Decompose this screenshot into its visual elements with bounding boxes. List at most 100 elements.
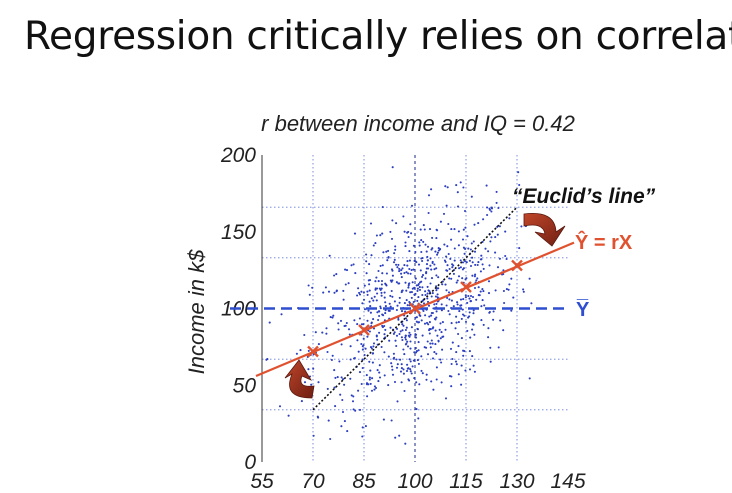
data-point bbox=[456, 205, 460, 208]
data-point bbox=[441, 283, 444, 286]
data-point bbox=[377, 380, 380, 383]
data-point bbox=[384, 328, 387, 331]
data-point bbox=[369, 369, 372, 372]
data-point bbox=[457, 244, 460, 247]
data-point bbox=[471, 295, 475, 299]
data-point bbox=[417, 263, 421, 266]
data-point bbox=[421, 286, 424, 289]
data-point bbox=[415, 261, 418, 264]
data-point bbox=[469, 294, 473, 298]
data-point bbox=[457, 373, 460, 376]
data-point bbox=[307, 368, 310, 371]
data-point bbox=[303, 333, 306, 337]
regression-marker-stroke bbox=[460, 281, 472, 293]
data-point bbox=[512, 296, 515, 299]
data-point bbox=[422, 224, 425, 227]
data-point bbox=[482, 323, 485, 326]
data-point bbox=[488, 310, 491, 314]
data-point bbox=[417, 321, 420, 324]
data-point bbox=[466, 235, 469, 238]
data-point bbox=[429, 282, 432, 285]
data-point bbox=[426, 353, 430, 356]
data-point bbox=[481, 299, 484, 302]
data-point bbox=[367, 279, 370, 282]
data-point bbox=[402, 368, 405, 371]
data-point bbox=[395, 222, 398, 225]
data-point bbox=[429, 264, 432, 267]
data-point bbox=[368, 289, 371, 292]
data-point bbox=[406, 340, 409, 343]
data-point bbox=[505, 288, 508, 291]
data-point bbox=[410, 372, 413, 375]
y-tick-label: 50 bbox=[233, 374, 257, 397]
data-point bbox=[390, 237, 394, 240]
data-point bbox=[435, 289, 438, 292]
data-point bbox=[428, 321, 431, 324]
data-point bbox=[444, 283, 447, 286]
data-point bbox=[405, 271, 408, 274]
data-point bbox=[430, 295, 433, 298]
data-point bbox=[363, 353, 366, 357]
data-point bbox=[478, 294, 481, 297]
data-point bbox=[440, 381, 443, 384]
data-point bbox=[360, 342, 363, 346]
data-point bbox=[456, 191, 459, 194]
data-point bbox=[394, 436, 397, 439]
data-point bbox=[303, 381, 307, 384]
data-point bbox=[477, 286, 480, 289]
data-point bbox=[375, 334, 378, 337]
data-point bbox=[430, 339, 433, 342]
data-point bbox=[463, 314, 466, 317]
data-point bbox=[357, 350, 360, 353]
data-point bbox=[423, 322, 427, 325]
data-point bbox=[425, 321, 429, 324]
data-point bbox=[331, 316, 334, 319]
data-point bbox=[448, 313, 451, 316]
data-point bbox=[403, 271, 406, 275]
data-point bbox=[447, 309, 450, 313]
data-point bbox=[419, 269, 422, 272]
data-point bbox=[510, 309, 513, 312]
data-point bbox=[435, 237, 438, 240]
data-point bbox=[369, 222, 373, 225]
data-point bbox=[464, 278, 467, 281]
data-point bbox=[406, 304, 409, 307]
data-point bbox=[420, 369, 423, 372]
data-point bbox=[438, 248, 441, 251]
data-point bbox=[378, 287, 381, 290]
data-point bbox=[397, 263, 400, 266]
data-point bbox=[427, 304, 431, 307]
data-point bbox=[476, 277, 479, 280]
data-point bbox=[508, 283, 511, 286]
data-point bbox=[317, 381, 320, 384]
data-point bbox=[424, 314, 427, 317]
data-point bbox=[404, 338, 407, 341]
data-point bbox=[418, 314, 421, 317]
data-point bbox=[380, 287, 383, 290]
data-point bbox=[431, 327, 434, 330]
data-point bbox=[417, 349, 420, 352]
data-point bbox=[325, 332, 328, 335]
data-point bbox=[429, 342, 432, 345]
data-point bbox=[428, 329, 431, 332]
data-point bbox=[368, 300, 371, 303]
data-point bbox=[413, 351, 416, 354]
data-point bbox=[418, 281, 422, 284]
data-point bbox=[398, 270, 401, 273]
data-point bbox=[314, 331, 317, 334]
data-point bbox=[431, 357, 435, 360]
data-point bbox=[408, 379, 411, 382]
data-point bbox=[490, 207, 494, 210]
data-point bbox=[487, 327, 490, 330]
data-point bbox=[510, 277, 513, 280]
data-point bbox=[361, 345, 364, 348]
data-point bbox=[461, 238, 465, 241]
data-point bbox=[435, 352, 438, 355]
data-point bbox=[420, 355, 423, 358]
data-point bbox=[484, 247, 487, 250]
data-point bbox=[468, 311, 471, 314]
data-point bbox=[390, 268, 394, 271]
data-point bbox=[389, 305, 392, 308]
data-point bbox=[396, 363, 399, 366]
data-point bbox=[416, 327, 419, 330]
